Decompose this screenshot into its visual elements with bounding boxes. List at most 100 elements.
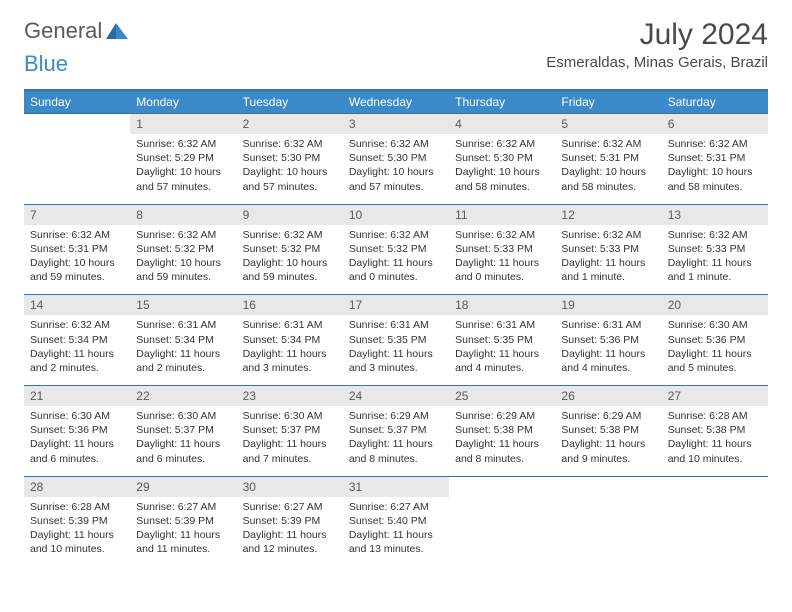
sunset-text: Sunset: 5:34 PM [243, 333, 337, 347]
daylight-text: Daylight: 11 hours and 4 minutes. [455, 347, 549, 375]
daylight-text: Daylight: 11 hours and 3 minutes. [349, 347, 443, 375]
sunset-text: Sunset: 5:37 PM [243, 423, 337, 437]
daylight-text: Daylight: 11 hours and 12 minutes. [243, 528, 337, 556]
daylight-text: Daylight: 10 hours and 58 minutes. [561, 165, 655, 193]
day-content: Sunrise: 6:31 AMSunset: 5:34 PMDaylight:… [237, 315, 343, 385]
sunrise-text: Sunrise: 6:32 AM [349, 228, 443, 242]
day-cell: 29Sunrise: 6:27 AMSunset: 5:39 PMDayligh… [130, 476, 236, 566]
day-cell: 6Sunrise: 6:32 AMSunset: 5:31 PMDaylight… [662, 114, 768, 205]
sunset-text: Sunset: 5:31 PM [668, 151, 762, 165]
sunset-text: Sunset: 5:36 PM [668, 333, 762, 347]
day-cell [662, 476, 768, 566]
day-header-mon: Monday [130, 90, 236, 114]
sunset-text: Sunset: 5:31 PM [561, 151, 655, 165]
day-number: 5 [555, 114, 661, 134]
day-number: 15 [130, 295, 236, 315]
day-content: Sunrise: 6:32 AMSunset: 5:31 PMDaylight:… [555, 134, 661, 204]
day-header-tue: Tuesday [237, 90, 343, 114]
day-number: 18 [449, 295, 555, 315]
sunrise-text: Sunrise: 6:31 AM [455, 318, 549, 332]
day-content: Sunrise: 6:32 AMSunset: 5:29 PMDaylight:… [130, 134, 236, 204]
sunrise-text: Sunrise: 6:32 AM [136, 137, 230, 151]
day-cell [449, 476, 555, 566]
day-content-empty [555, 483, 661, 553]
daylight-text: Daylight: 11 hours and 2 minutes. [136, 347, 230, 375]
month-title: July 2024 [546, 18, 768, 52]
sunrise-text: Sunrise: 6:29 AM [349, 409, 443, 423]
day-number: 12 [555, 205, 661, 225]
sunrise-text: Sunrise: 6:32 AM [455, 228, 549, 242]
daylight-text: Daylight: 11 hours and 1 minute. [561, 256, 655, 284]
day-number: 3 [343, 114, 449, 134]
day-cell: 2Sunrise: 6:32 AMSunset: 5:30 PMDaylight… [237, 114, 343, 205]
daylight-text: Daylight: 11 hours and 2 minutes. [30, 347, 124, 375]
day-content: Sunrise: 6:32 AMSunset: 5:33 PMDaylight:… [662, 225, 768, 295]
day-cell [24, 114, 130, 205]
day-cell: 26Sunrise: 6:29 AMSunset: 5:38 PMDayligh… [555, 386, 661, 477]
day-cell: 18 Sunrise: 6:31 AMSunset: 5:35 PMDayligh… [449, 295, 555, 386]
daylight-text: Daylight: 11 hours and 10 minutes. [30, 528, 124, 556]
week-row: 28Sunrise: 6:28 AMSunset: 5:39 PMDayligh… [24, 476, 768, 566]
daylight-text: Daylight: 11 hours and 10 minutes. [668, 437, 762, 465]
day-content: Sunrise: 6:31 AMSunset: 5:34 PMDaylight:… [130, 315, 236, 385]
sunrise-text: Sunrise: 6:30 AM [243, 409, 337, 423]
day-number: 29 [130, 477, 236, 497]
week-row: 7Sunrise: 6:32 AMSunset: 5:31 PMDaylight… [24, 204, 768, 295]
day-content: Sunrise: 6:32 AMSunset: 5:30 PMDaylight:… [343, 134, 449, 204]
daylight-text: Daylight: 10 hours and 58 minutes. [668, 165, 762, 193]
sunrise-text: Sunrise: 6:32 AM [30, 318, 124, 332]
day-number: 25 [449, 386, 555, 406]
day-content: Sunrise: 6:28 AMSunset: 5:38 PMDaylight:… [662, 406, 768, 476]
day-number: 2 [237, 114, 343, 134]
day-number: 24 [343, 386, 449, 406]
sunrise-text: Sunrise: 6:27 AM [349, 500, 443, 514]
daylight-text: Daylight: 10 hours and 57 minutes. [136, 165, 230, 193]
sunrise-text: Sunrise: 6:32 AM [668, 137, 762, 151]
week-row: 14Sunrise: 6:32 AMSunset: 5:34 PMDayligh… [24, 295, 768, 386]
sunset-text: Sunset: 5:39 PM [136, 514, 230, 528]
sunrise-text: Sunrise: 6:30 AM [30, 409, 124, 423]
sunset-text: Sunset: 5:36 PM [30, 423, 124, 437]
daylight-text: Daylight: 11 hours and 5 minutes. [668, 347, 762, 375]
day-content: Sunrise: 6:32 AMSunset: 5:32 PMDaylight:… [130, 225, 236, 295]
day-header-wed: Wednesday [343, 90, 449, 114]
day-header-thu: Thursday [449, 90, 555, 114]
day-number: 6 [662, 114, 768, 134]
day-number: 31 [343, 477, 449, 497]
sunset-text: Sunset: 5:40 PM [349, 514, 443, 528]
day-cell: 11Sunrise: 6:32 AMSunset: 5:33 PMDayligh… [449, 204, 555, 295]
day-content: Sunrise: 6:30 AMSunset: 5:37 PMDaylight:… [237, 406, 343, 476]
day-cell: 31Sunrise: 6:27 AMSunset: 5:40 PMDayligh… [343, 476, 449, 566]
day-cell: 12Sunrise: 6:32 AMSunset: 5:33 PMDayligh… [555, 204, 661, 295]
sunset-text: Sunset: 5:35 PM [455, 333, 549, 347]
day-number: 9 [237, 205, 343, 225]
day-content: Sunrise: 6:28 AMSunset: 5:39 PMDaylight:… [24, 497, 130, 567]
sunset-text: Sunset: 5:35 PM [349, 333, 443, 347]
day-number: 26 [555, 386, 661, 406]
sunrise-text: Sunrise: 6:32 AM [561, 228, 655, 242]
calendar-table: Sunday Monday Tuesday Wednesday Thursday… [24, 89, 768, 566]
daylight-text: Daylight: 11 hours and 13 minutes. [349, 528, 443, 556]
day-content: Sunrise: 6:27 AMSunset: 5:40 PMDaylight:… [343, 497, 449, 567]
day-number: 11 [449, 205, 555, 225]
day-number: 13 [662, 205, 768, 225]
day-cell: 7Sunrise: 6:32 AMSunset: 5:31 PMDaylight… [24, 204, 130, 295]
day-content-empty [24, 120, 130, 190]
day-cell: 19Sunrise: 6:31 AMSunset: 5:36 PMDayligh… [555, 295, 661, 386]
day-cell: 22Sunrise: 6:30 AMSunset: 5:37 PMDayligh… [130, 386, 236, 477]
daylight-text: Daylight: 10 hours and 59 minutes. [136, 256, 230, 284]
sunset-text: Sunset: 5:32 PM [349, 242, 443, 256]
sunrise-text: Sunrise: 6:32 AM [349, 137, 443, 151]
day-number: 8 [130, 205, 236, 225]
day-cell: 23Sunrise: 6:30 AMSunset: 5:37 PMDayligh… [237, 386, 343, 477]
day-content: Sunrise: 6:32 AMSunset: 5:31 PMDaylight:… [662, 134, 768, 204]
day-header-sat: Saturday [662, 90, 768, 114]
daylight-text: Daylight: 11 hours and 4 minutes. [561, 347, 655, 375]
day-cell: 3Sunrise: 6:32 AMSunset: 5:30 PMDaylight… [343, 114, 449, 205]
logo-text-1: General [24, 18, 102, 44]
day-cell: 13Sunrise: 6:32 AMSunset: 5:33 PMDayligh… [662, 204, 768, 295]
daylight-text: Daylight: 10 hours and 57 minutes. [349, 165, 443, 193]
sunset-text: Sunset: 5:38 PM [455, 423, 549, 437]
day-number: 30 [237, 477, 343, 497]
sunset-text: Sunset: 5:34 PM [136, 333, 230, 347]
